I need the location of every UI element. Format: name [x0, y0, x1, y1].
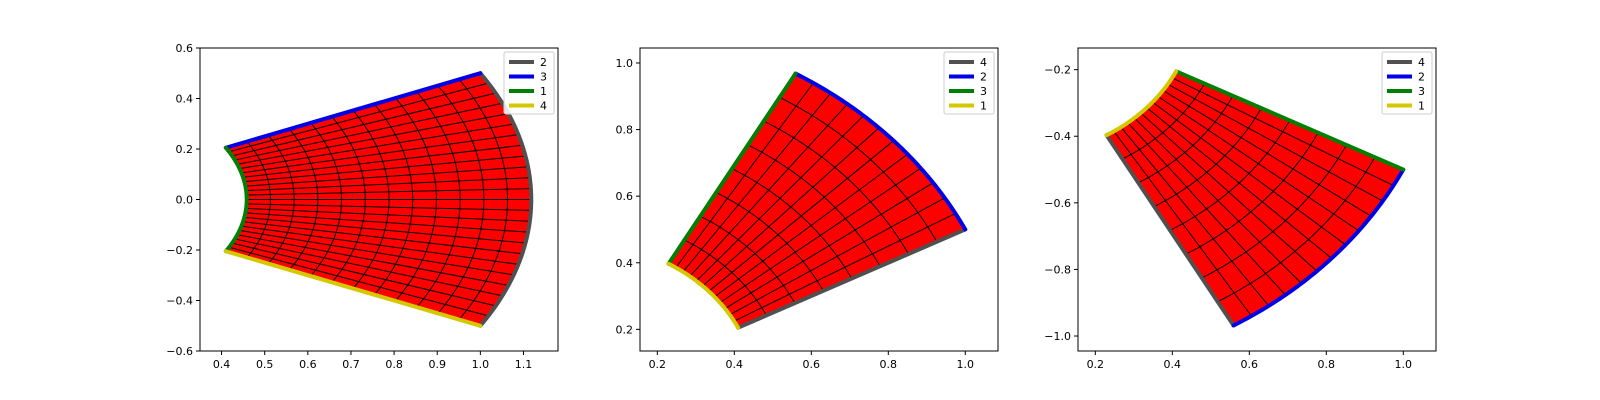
y-tick-label: 1.0 — [616, 57, 634, 70]
x-tick-label: 0.6 — [299, 358, 317, 371]
legend-label: 3 — [980, 85, 987, 98]
legend-label: 1 — [540, 85, 547, 98]
mesh-arc-line — [267, 134, 295, 265]
y-tick-label: −0.2 — [166, 244, 193, 257]
boundary-4 — [223, 249, 483, 328]
y-tick-label: 0.6 — [176, 42, 194, 55]
legend — [943, 51, 995, 115]
mesh-arc-line — [416, 91, 461, 308]
y-tick-label: 0.8 — [616, 124, 634, 137]
x-tick-label: 0.4 — [726, 358, 744, 371]
boundary-2 — [793, 71, 968, 232]
mesh-arc-line — [395, 97, 437, 302]
mesh-arc-line — [310, 122, 343, 277]
x-tick-label: 1.1 — [515, 358, 533, 371]
plot-area — [223, 71, 534, 328]
mesh-arc-line — [747, 144, 881, 267]
mesh-arc-line — [779, 96, 938, 242]
y-tick-label: −0.6 — [1044, 197, 1071, 210]
mesh-arc-line — [684, 239, 767, 316]
x-tick-label: 0.2 — [649, 358, 667, 371]
mesh-arc-line — [437, 85, 485, 314]
y-tick-label: −0.8 — [1044, 263, 1071, 276]
x-tick-label: 0.7 — [342, 358, 360, 371]
boundary-1 — [223, 145, 249, 254]
boundary-3 — [666, 71, 798, 266]
legend — [1381, 51, 1433, 115]
x-tick-label: 0.8 — [1318, 358, 1336, 371]
subplot-1: 0.4 0.5 0.6 0.7 0.8 0.9 1.0 1.1 −0.6 −0.4 −0.2 0.0 0… — [166, 42, 559, 371]
mesh-arc-line — [331, 116, 366, 283]
mesh-arc-line — [246, 141, 271, 258]
legend-label: 2 — [1418, 71, 1425, 84]
x-tick-label: 0.9 — [428, 358, 446, 371]
y-tick-label: 0.4 — [616, 257, 634, 270]
mesh-arc-line — [1122, 83, 1205, 160]
mesh-arc-line — [731, 168, 853, 279]
legend-label: 3 — [1418, 85, 1425, 98]
legend-label: 1 — [1418, 100, 1425, 113]
x-tick-label: 0.6 — [803, 358, 821, 371]
boundary-4 — [736, 227, 968, 330]
legend-label: 4 — [540, 100, 547, 113]
legend-label: 2 — [540, 56, 547, 69]
x-tick-label: 0.8 — [880, 358, 898, 371]
legend-label: 1 — [980, 100, 987, 113]
x-tick-label: 0.2 — [1087, 358, 1105, 371]
x-tick-label: 0.4 — [1164, 358, 1182, 371]
mesh-arc-line — [458, 79, 509, 320]
y-tick-label: 0.2 — [616, 323, 634, 336]
x-tick-label: 0.4 — [213, 358, 231, 371]
subplot-2: 0.2 0.4 0.6 0.8 1.0 0.2 0.4 0.6 0.8 1.0 4 23 1 — [616, 47, 999, 371]
plot-area — [666, 71, 968, 330]
axes-frame — [639, 47, 999, 352]
boundary-1 — [666, 261, 741, 330]
mesh-arc-line — [715, 192, 824, 292]
boundary-4 — [1104, 133, 1236, 328]
y-tick-label: 0.2 — [176, 143, 194, 156]
subplot-3: 0.2 0.4 0.6 0.8 1.0 −1.0 −0.8 −0.6 −0.4 −0.2 4 23 1 — [1044, 47, 1437, 371]
y-tick-label: 0.6 — [616, 190, 634, 203]
mesh-arc-line — [289, 128, 319, 271]
legend-label: 4 — [1418, 56, 1425, 69]
x-tick-label: 0.8 — [385, 358, 403, 371]
boundary-3 — [223, 71, 483, 150]
mesh-arc-line — [1201, 144, 1347, 279]
legend-label: 3 — [540, 71, 547, 84]
y-tick-label: −0.2 — [1044, 64, 1071, 77]
mesh-arc-line — [700, 215, 796, 304]
x-tick-label: 1.0 — [472, 358, 490, 371]
mesh-arc-line — [1138, 95, 1234, 184]
boundary-1 — [1104, 69, 1179, 138]
x-tick-label: 0.5 — [256, 358, 274, 371]
mesh-arc-line — [1153, 107, 1262, 207]
y-tick-label: 0.4 — [176, 93, 194, 106]
legend-label: 4 — [980, 56, 987, 69]
mesh-arc-line — [1169, 120, 1291, 231]
x-tick-label: 1.0 — [1395, 358, 1413, 371]
mesh-arc-line — [763, 120, 909, 255]
legend-label: 2 — [980, 71, 987, 84]
x-tick-label: 1.0 — [957, 358, 975, 371]
mesh-arc-line — [373, 103, 414, 296]
legend — [503, 51, 555, 115]
plot-area — [1104, 69, 1406, 328]
boundary-2 — [1231, 167, 1406, 328]
boundary-3 — [1174, 69, 1406, 172]
y-tick-label: −0.6 — [166, 345, 193, 358]
y-tick-label: −0.4 — [1044, 130, 1071, 143]
mesh-arc-line — [1217, 157, 1376, 303]
axes-frame — [1077, 47, 1437, 352]
mesh-arc-line — [1185, 132, 1319, 255]
y-tick-label: 0.0 — [176, 194, 194, 207]
mesh-arc-line — [352, 110, 390, 289]
y-tick-label: −0.4 — [166, 295, 193, 308]
y-tick-label: −1.0 — [1044, 330, 1071, 343]
x-tick-label: 0.6 — [1241, 358, 1259, 371]
